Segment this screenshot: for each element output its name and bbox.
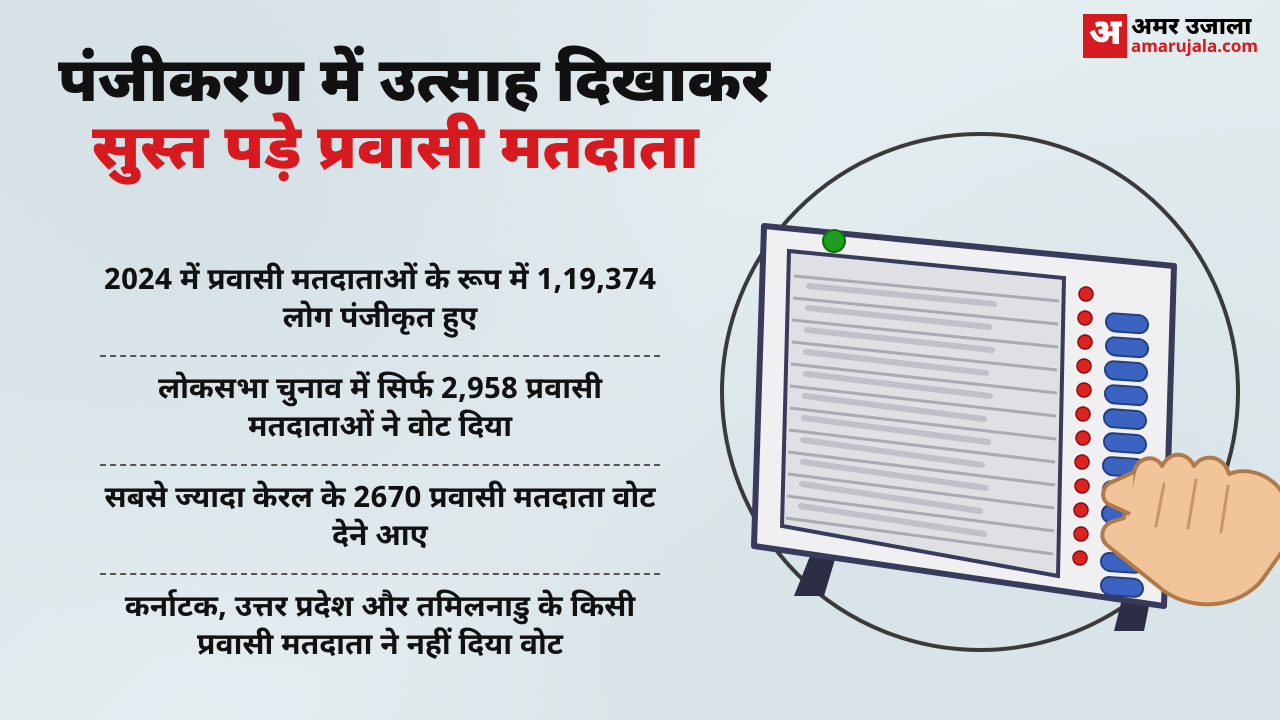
bullet-item: सबसे ज्यादा केरल के 2670 प्रवासी मतदाता … [100,468,660,571]
bullet-item: 2024 में प्रवासी मतदाताओं के रूप में 1,1… [100,250,660,353]
bullet-list: 2024 में प्रवासी मतदाताओं के रूप में 1,1… [100,250,660,680]
logo-mark: अ [1083,14,1127,58]
divider [100,573,660,575]
evm-illustration [694,126,1280,686]
evm-illustration-circle [720,132,1240,652]
divider [100,464,660,466]
bullet-item: लोकसभा चुनाव में सिर्फ 2,958 प्रवासी मतद… [100,359,660,462]
logo-name-english: amarujala.com [1131,40,1258,57]
divider [100,355,660,357]
brand-logo: अ अमर उजाला amarujala.com [1083,14,1258,58]
headline-line-1: पंजीकरण में उत्साह दिखाकर [58,54,818,121]
bullet-item: कर्नाटक, उत्तर प्रदेश और तमिलनाडु के किस… [100,577,660,680]
logo-name-hindi: अमर उजाला [1131,16,1258,40]
